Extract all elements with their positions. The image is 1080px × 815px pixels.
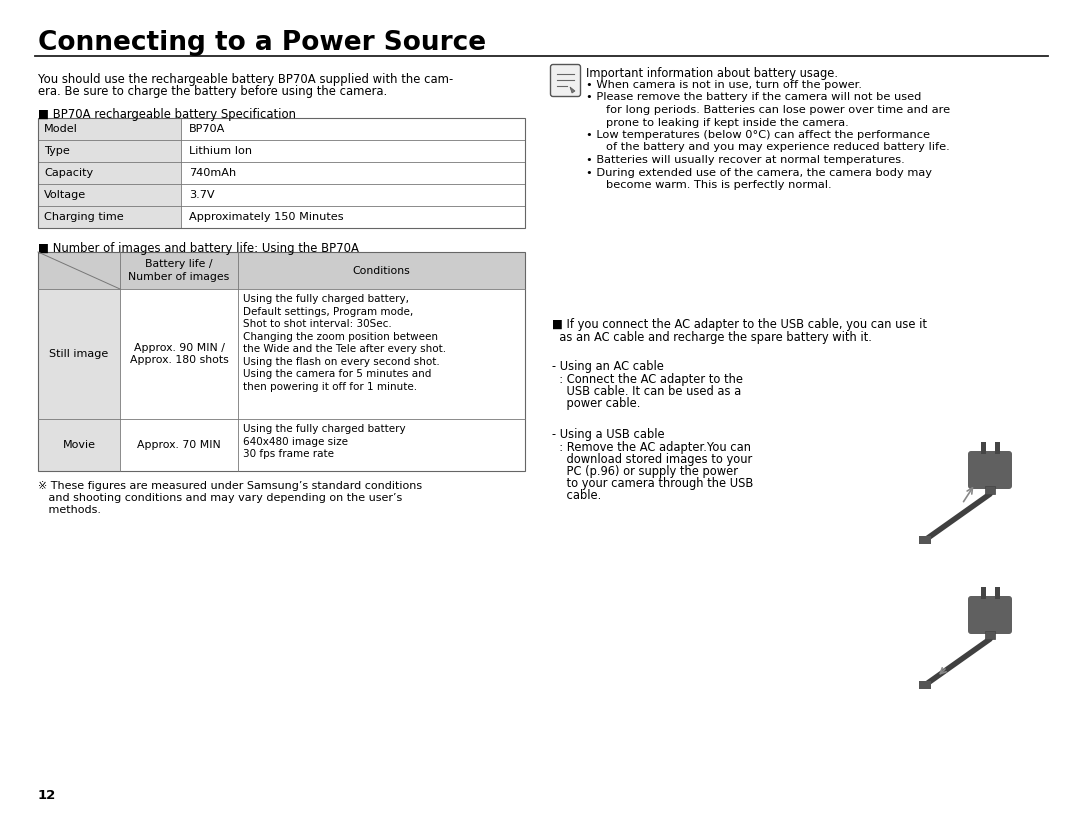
Text: Connecting to a Power Source: Connecting to a Power Source [38, 30, 486, 56]
Text: Voltage: Voltage [44, 190, 86, 200]
Bar [981, 587, 986, 599]
Text: of the battery and you may experience reduced battery life.: of the battery and you may experience re… [606, 143, 949, 152]
Text: power cable.: power cable. [552, 397, 640, 410]
Text: Still image: Still image [50, 349, 109, 359]
Bar [995, 587, 999, 599]
Text: - Using an AC cable: - Using an AC cable [552, 360, 664, 373]
Bar [981, 442, 986, 454]
Bar [38, 252, 525, 471]
Text: Using the fully charged battery
640x480 image size
30 fps frame rate: Using the fully charged battery 640x480 … [243, 424, 406, 459]
Text: - Using a USB cable: - Using a USB cable [552, 428, 664, 441]
Text: Type: Type [44, 146, 70, 156]
Text: ※ These figures are measured under Samsung’s standard conditions: ※ These figures are measured under Samsu… [38, 481, 422, 491]
Text: Conditions: Conditions [353, 266, 410, 275]
Bar [38, 140, 181, 162]
Text: 12: 12 [38, 789, 56, 802]
Text: Battery life /
Number of images: Battery life / Number of images [129, 259, 230, 282]
Text: and shooting conditions and may vary depending on the user’s: and shooting conditions and may vary dep… [38, 493, 402, 503]
Bar [38, 289, 120, 419]
Text: 740mAh: 740mAh [189, 168, 237, 178]
Text: PC (p.96) or supply the power: PC (p.96) or supply the power [552, 465, 738, 478]
Text: ■ If you connect the AC adapter to the USB cable, you can use it: ■ If you connect the AC adapter to the U… [552, 318, 927, 331]
Text: You should use the rechargeable battery BP70A supplied with the cam-: You should use the rechargeable battery … [38, 73, 454, 86]
Text: USB cable. It can be used as a: USB cable. It can be used as a [552, 385, 741, 398]
Text: to your camera through the USB: to your camera through the USB [552, 477, 754, 490]
Text: Model: Model [44, 124, 78, 134]
Bar [38, 184, 181, 206]
FancyBboxPatch shape [551, 64, 581, 96]
FancyBboxPatch shape [919, 536, 931, 544]
Text: Lithium Ion: Lithium Ion [189, 146, 252, 156]
FancyBboxPatch shape [968, 596, 1012, 634]
Text: • When camera is not in use, turn off the power.: • When camera is not in use, turn off th… [586, 80, 862, 90]
Text: : Connect the AC adapter to the: : Connect the AC adapter to the [552, 373, 743, 386]
Bar [38, 118, 181, 140]
Bar [38, 162, 181, 184]
Text: era. Be sure to charge the battery before using the camera.: era. Be sure to charge the battery befor… [38, 85, 388, 98]
Text: Approx. 70 MIN: Approx. 70 MIN [137, 440, 221, 450]
Text: methods.: methods. [38, 505, 102, 515]
Text: Important information about battery usage.: Important information about battery usag… [586, 67, 838, 80]
Text: download stored images to your: download stored images to your [552, 453, 753, 466]
Bar [985, 486, 995, 494]
Bar [995, 442, 999, 454]
Text: 3.7V: 3.7V [189, 190, 215, 200]
Text: Approximately 150 Minutes: Approximately 150 Minutes [189, 212, 343, 222]
Text: as an AC cable and recharge the spare battery with it.: as an AC cable and recharge the spare ba… [552, 331, 872, 344]
Text: Movie: Movie [63, 440, 95, 450]
Text: ■ Number of images and battery life: Using the BP70A: ■ Number of images and battery life: Usi… [38, 242, 359, 255]
Text: ■ BP70A rechargeable battery Specification: ■ BP70A rechargeable battery Specificati… [38, 108, 296, 121]
Text: BP70A: BP70A [189, 124, 226, 134]
Text: prone to leaking if kept inside the camera.: prone to leaking if kept inside the came… [606, 117, 849, 127]
Text: Approx. 90 MIN /
Approx. 180 shots: Approx. 90 MIN / Approx. 180 shots [130, 343, 228, 365]
Text: Charging time: Charging time [44, 212, 124, 222]
Text: Capacity: Capacity [44, 168, 93, 178]
Bar [38, 419, 120, 471]
Text: : Remove the AC adapter.You can: : Remove the AC adapter.You can [552, 441, 751, 454]
Bar [38, 252, 525, 289]
Text: • Please remove the battery if the camera will not be used: • Please remove the battery if the camer… [586, 92, 921, 103]
FancyBboxPatch shape [919, 681, 931, 689]
Text: • Batteries will usually recover at normal temperatures.: • Batteries will usually recover at norm… [586, 155, 905, 165]
Text: for long periods. Batteries can lose power over time and are: for long periods. Batteries can lose pow… [606, 105, 950, 115]
Text: • Low temperatures (below 0°C) can affect the performance: • Low temperatures (below 0°C) can affec… [586, 130, 930, 140]
Bar [38, 206, 181, 228]
Bar [985, 631, 995, 639]
Polygon shape [570, 87, 575, 93]
Text: • During extended use of the camera, the camera body may: • During extended use of the camera, the… [586, 168, 932, 178]
Text: become warm. This is perfectly normal.: become warm. This is perfectly normal. [606, 180, 832, 190]
Text: cable.: cable. [552, 489, 602, 502]
Text: Using the fully charged battery,
Default settings, Program mode,
Shot to shot in: Using the fully charged battery, Default… [243, 294, 446, 392]
Bar [38, 118, 525, 228]
FancyBboxPatch shape [968, 451, 1012, 489]
